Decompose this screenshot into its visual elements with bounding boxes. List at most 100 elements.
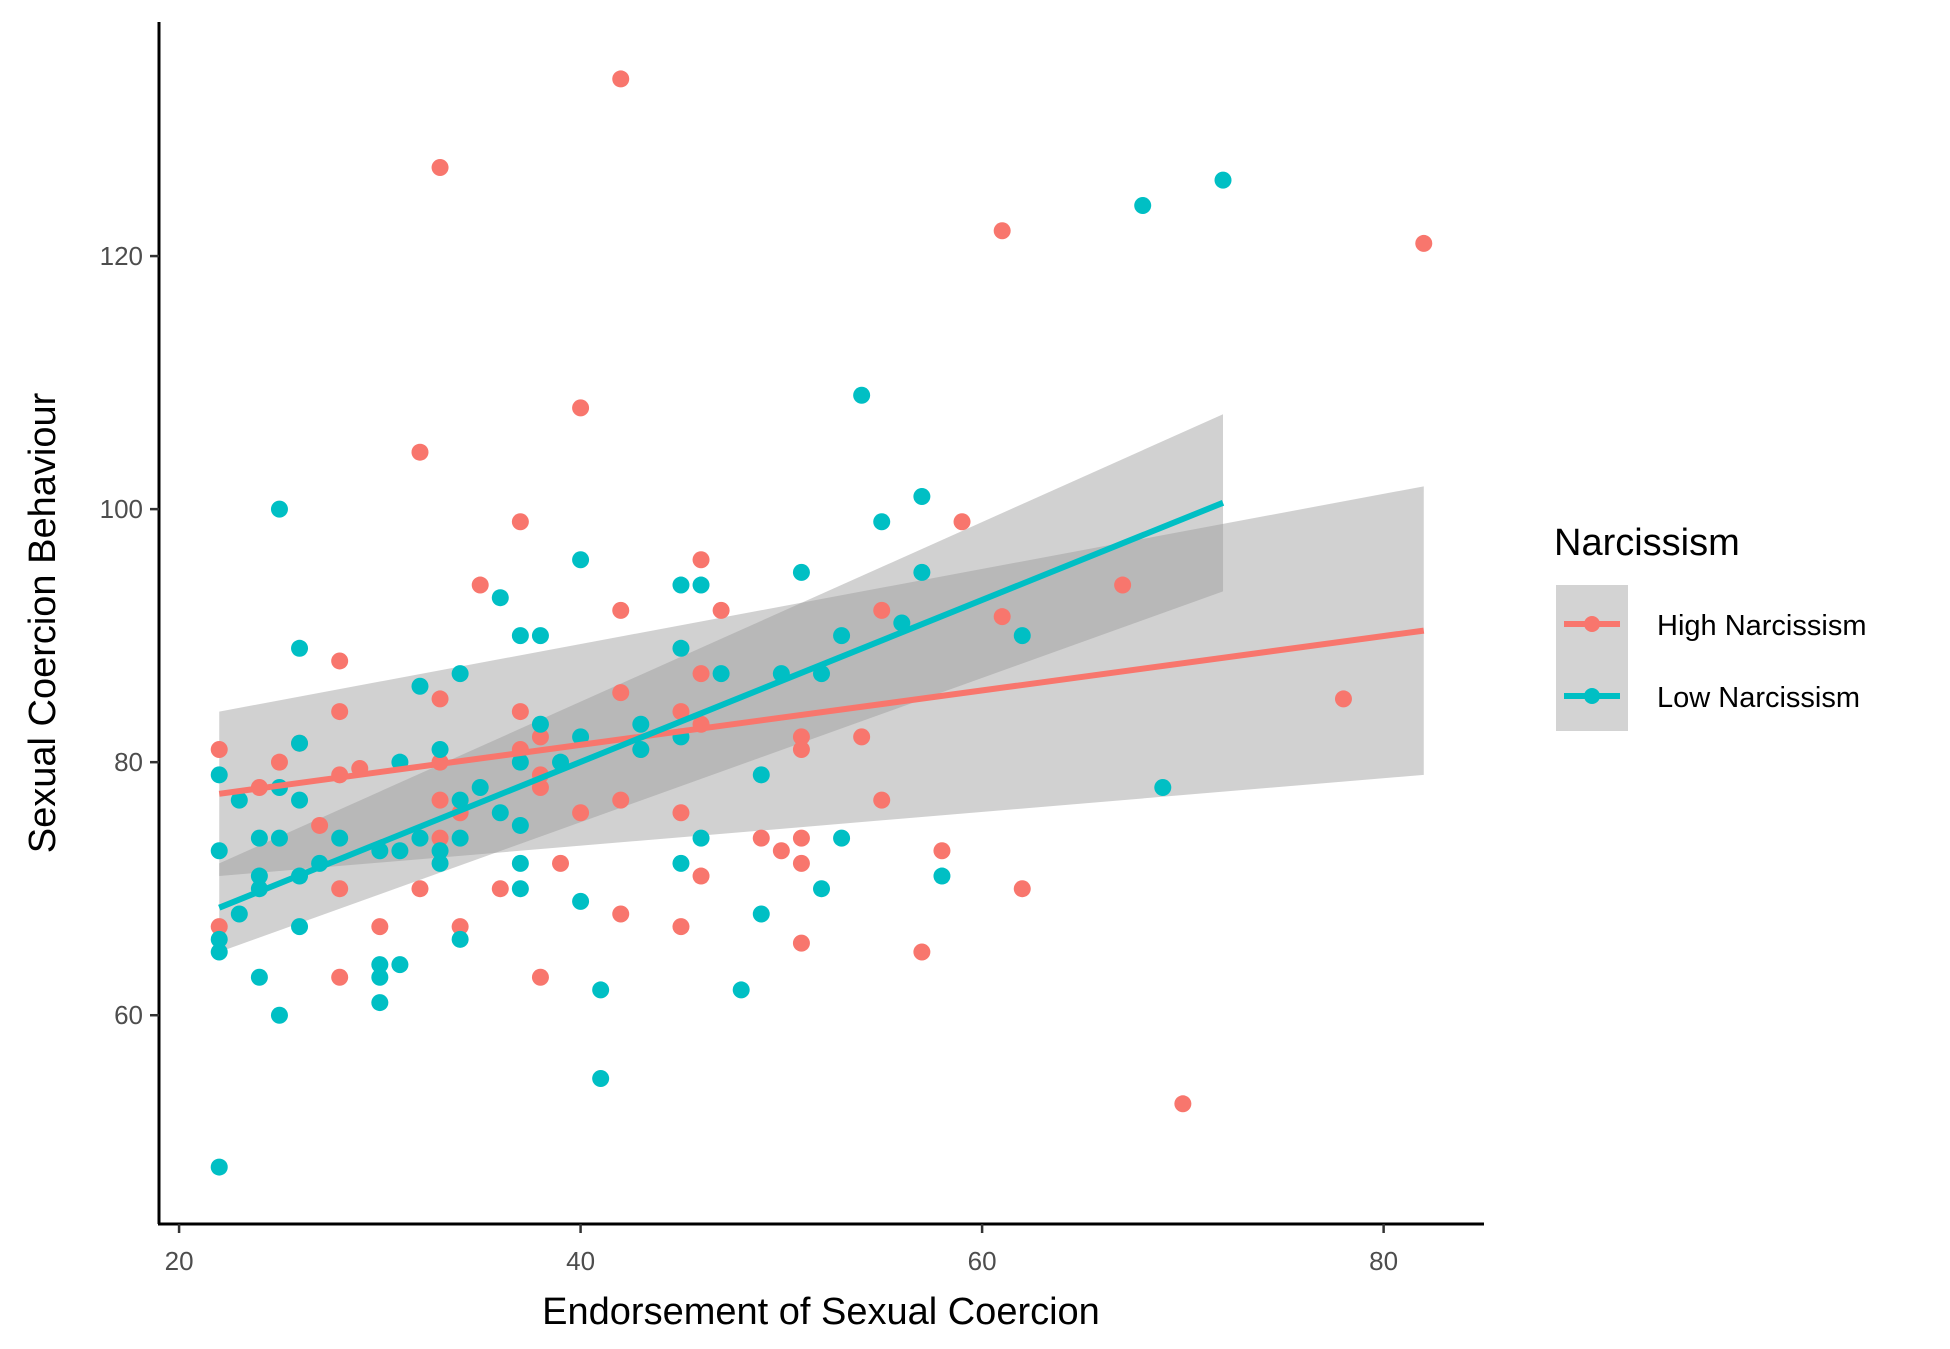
point-low-36: [451, 829, 469, 847]
point-low-41: [511, 627, 529, 645]
point-high-63: [1013, 880, 1031, 898]
x-axis-title: Endorsement of Sexual Coercion: [542, 1291, 1100, 1333]
point-low-65: [752, 905, 770, 923]
point-low-57: [672, 639, 690, 657]
legend-label-low: Low Narcissism: [1657, 682, 1860, 714]
point-low-6: [230, 905, 248, 923]
point-high-60: [953, 513, 971, 531]
point-high-41: [672, 804, 690, 822]
point-low-28: [391, 956, 409, 974]
point-high-10: [331, 968, 349, 986]
y-tick-label-60: 60: [114, 1000, 143, 1030]
point-low-8: [250, 867, 268, 885]
point-high-27: [531, 728, 549, 746]
point-low-79: [1134, 196, 1152, 214]
legend-key-dot-low: [1584, 688, 1600, 704]
point-low-52: [592, 981, 610, 999]
point-high-9: [331, 880, 349, 898]
point-low-62: [712, 665, 730, 683]
point-low-1: [210, 842, 228, 860]
x-tick-label-80: 80: [1369, 1246, 1398, 1276]
point-low-7: [250, 829, 268, 847]
point-low-39: [491, 589, 509, 607]
point-low-5: [230, 791, 248, 809]
point-high-61: [993, 222, 1011, 240]
point-high-67: [1415, 234, 1433, 252]
point-low-34: [451, 665, 469, 683]
point-high-53: [792, 854, 810, 872]
point-high-24: [511, 513, 529, 531]
point-high-32: [572, 399, 590, 417]
point-low-70: [833, 627, 851, 645]
trend-line-low: [218, 500, 1225, 911]
point-high-6: [331, 652, 349, 670]
point-high-34: [612, 70, 630, 88]
point-high-7: [331, 703, 349, 721]
point-low-77: [933, 867, 951, 885]
point-high-43: [692, 551, 710, 569]
legend: Narcissism High Narcissism Low Narcissis…: [1554, 522, 1866, 731]
point-low-43: [511, 816, 529, 834]
y-axis-ticks: 60 80 100 120: [100, 241, 159, 1030]
point-low-63: [732, 981, 750, 999]
point-low-35: [451, 791, 469, 809]
trend-line-high: [218, 627, 1425, 797]
point-high-22: [471, 576, 489, 594]
legend-label-high: High Narcissism: [1657, 610, 1866, 642]
point-low-30: [411, 829, 429, 847]
point-low-51: [572, 892, 590, 910]
y-tick-label-100: 100: [100, 494, 143, 524]
point-low-72: [853, 386, 871, 404]
confidence-band-low: [219, 414, 1224, 952]
point-high-19: [431, 829, 449, 847]
y-axis-title: Sexual Coercion Behaviour: [22, 392, 64, 853]
point-low-50: [572, 728, 590, 746]
point-low-44: [511, 854, 529, 872]
point-low-13: [270, 829, 288, 847]
point-high-56: [873, 601, 891, 619]
x-tick-label-40: 40: [566, 1246, 595, 1276]
point-low-38: [471, 778, 489, 796]
point-high-62: [993, 608, 1011, 626]
point-low-80: [1154, 778, 1172, 796]
data-points: [210, 70, 1433, 1176]
point-high-49: [772, 842, 790, 860]
point-low-74: [893, 614, 911, 632]
point-high-25: [511, 703, 529, 721]
point-high-23: [491, 880, 509, 898]
point-low-29: [411, 677, 429, 695]
point-high-59: [933, 842, 951, 860]
point-high-36: [612, 684, 630, 702]
point-high-38: [612, 905, 630, 923]
point-low-2: [210, 930, 228, 948]
point-low-49: [572, 551, 590, 569]
legend-title: Narcissism: [1554, 522, 1740, 564]
point-low-37: [451, 930, 469, 948]
point-high-51: [792, 741, 810, 759]
x-tick-label-60: 60: [968, 1246, 997, 1276]
point-high-13: [411, 443, 429, 461]
point-low-67: [792, 563, 810, 581]
point-low-59: [672, 854, 690, 872]
point-low-0: [210, 766, 228, 784]
point-low-47: [531, 715, 549, 733]
point-high-55: [853, 728, 871, 746]
point-high-0: [210, 741, 228, 759]
point-high-14: [411, 880, 429, 898]
point-low-14: [270, 1006, 288, 1024]
point-low-17: [291, 791, 309, 809]
confidence-bands: [219, 414, 1424, 952]
point-high-5: [311, 816, 329, 834]
trend-lines: [218, 500, 1425, 911]
point-low-78: [1013, 627, 1031, 645]
point-low-10: [250, 968, 268, 986]
point-low-25: [371, 994, 389, 1012]
point-high-42: [672, 918, 690, 936]
y-tick-label-120: 120: [100, 241, 143, 271]
point-high-50: [792, 728, 810, 746]
point-high-1: [210, 918, 228, 936]
point-low-53: [592, 1069, 610, 1087]
point-high-48: [752, 829, 770, 847]
point-low-4: [210, 1158, 228, 1176]
